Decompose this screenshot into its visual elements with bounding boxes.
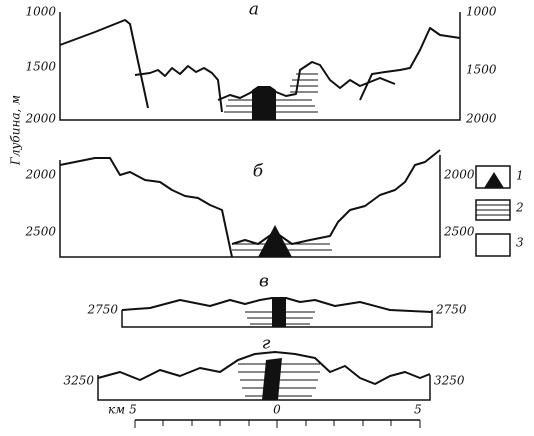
profile: [217, 61, 396, 101]
profile: [231, 149, 441, 245]
panel-a: а 1000 1500 2000 1000 1500 2000: [24, 0, 496, 126]
scale-tick: 0: [273, 403, 281, 417]
tick-label: 2500: [24, 225, 56, 239]
panel-label: а: [249, 0, 259, 20]
profile: [134, 65, 223, 113]
legend-label: 2: [515, 201, 524, 215]
legend-label: 3: [516, 236, 524, 250]
volcano: [258, 225, 292, 257]
panel-label: г: [262, 334, 271, 354]
panel-d: г 3250 3250: [63, 334, 465, 401]
tick-label: 2000: [24, 168, 56, 182]
volcano: [272, 298, 286, 327]
legend-label: 1: [516, 169, 524, 183]
y-axis-label: Глубина, м: [9, 95, 23, 166]
tick-label: 1500: [466, 63, 497, 77]
profile: [59, 19, 149, 109]
profile: [59, 157, 233, 258]
volcano: [252, 86, 276, 120]
tick-label: 1000: [25, 5, 56, 19]
scale-tick: 5: [414, 403, 422, 417]
profile: [121, 297, 433, 313]
tick-label: 2750: [435, 303, 467, 317]
tick-label: 2750: [86, 303, 118, 317]
tick-label: 3250: [434, 374, 465, 388]
panel-c: в 2750 2750: [86, 272, 467, 328]
panel-b: б 2000 2500 2000 2500: [24, 149, 475, 258]
tick-label: 3250: [63, 374, 94, 388]
scale-bar: км 5 0 5: [108, 403, 422, 428]
tick-label: 1000: [466, 5, 497, 19]
legend-box: [475, 233, 511, 257]
legend: 1 2 3: [475, 165, 524, 257]
panel-label: в: [259, 272, 269, 292]
panel-label: б: [253, 162, 264, 182]
scale-unit: км: [108, 403, 125, 417]
volcano: [262, 358, 282, 400]
tick-label: 2500: [443, 225, 475, 239]
tick-label: 2000: [465, 112, 497, 126]
scale-tick: 5: [129, 403, 137, 417]
tick-label: 2000: [443, 168, 475, 182]
frame: [59, 155, 441, 258]
profile: [359, 27, 461, 101]
tick-label: 2000: [24, 112, 56, 126]
tick-label: 1500: [25, 60, 56, 74]
profile: [97, 351, 431, 385]
